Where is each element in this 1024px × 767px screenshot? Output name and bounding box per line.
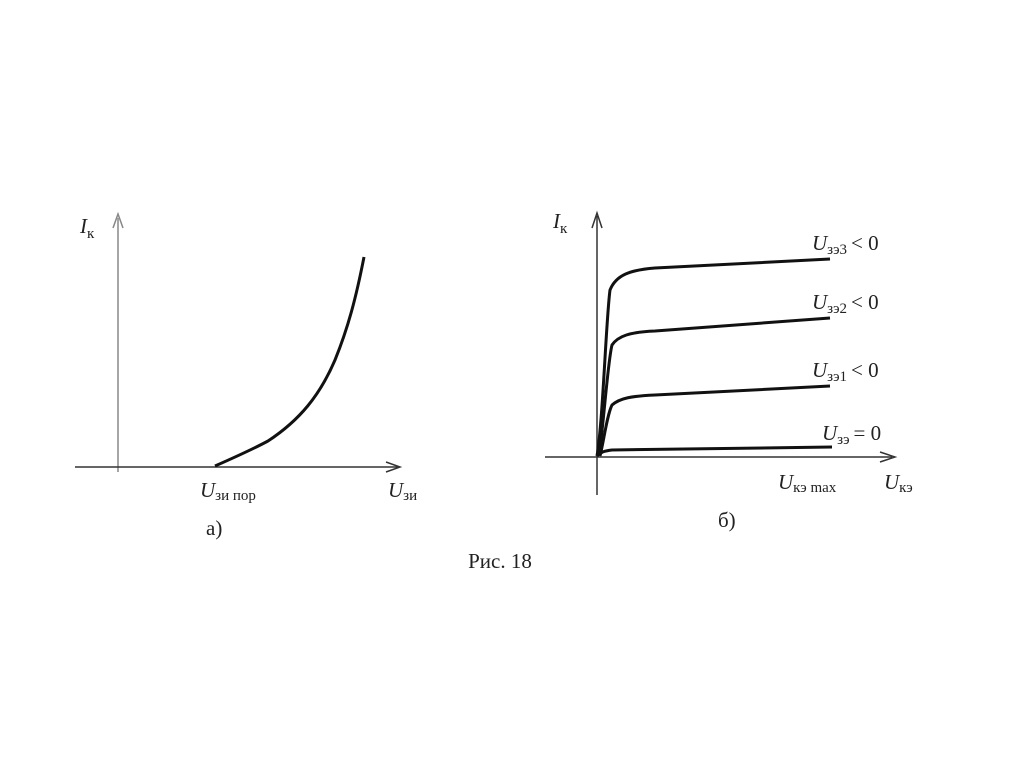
panel-a: Iк Uзи пор Uзи а): [75, 211, 417, 540]
curve-label: Uзэ = 0: [822, 421, 881, 448]
curve-0: [595, 445, 833, 458]
caption: а): [206, 516, 222, 540]
x-arrow: [879, 451, 898, 463]
relation: < 0: [851, 231, 879, 255]
panel-b: Iк Uзэ3 < 0 Uзэ2 < 0 Uзэ1 < 0 Uзэ = 0 Uкэ ma…: [545, 209, 913, 532]
subscript: зи: [403, 488, 417, 504]
caption: б): [718, 508, 736, 532]
y-axis-label: Iк: [79, 214, 95, 242]
symbol: U: [812, 231, 829, 255]
subscript: кэ max: [793, 480, 837, 496]
subscript: зэ3: [827, 242, 847, 258]
subscript: зэ: [837, 432, 849, 448]
curve-3: [595, 257, 831, 457]
relation: < 0: [851, 358, 879, 382]
symbol: U: [388, 478, 405, 502]
symbol: U: [200, 478, 217, 502]
x-max-label: Uкэ max: [778, 470, 837, 496]
threshold-label: Uзи пор: [200, 478, 256, 504]
subscript: к: [560, 221, 568, 237]
y-arrow: [112, 211, 124, 229]
y-arrow: [591, 210, 603, 229]
subscript: зи пор: [215, 488, 256, 504]
curve-label: Uзэ2 < 0: [812, 290, 879, 317]
transfer-curve: [214, 256, 366, 468]
x-axis-label: Uкэ: [884, 470, 913, 496]
subscript: кэ: [899, 480, 913, 496]
symbol: U: [822, 421, 839, 445]
subscript: зэ2: [827, 301, 847, 317]
symbol: U: [812, 358, 829, 382]
subscript: зэ1: [827, 369, 847, 385]
subscript: к: [87, 226, 95, 242]
curve-2: [597, 316, 831, 457]
curve-label: Uзэ1 < 0: [812, 358, 879, 385]
symbol: U: [884, 470, 901, 494]
symbol: I: [552, 209, 561, 233]
y-axis-label: Iк: [552, 209, 568, 237]
symbol: I: [79, 214, 88, 238]
x-arrow: [385, 461, 403, 473]
curve-label: Uзэ3 < 0: [812, 231, 879, 258]
symbol: U: [778, 470, 795, 494]
x-axis-label: Uзи: [388, 478, 417, 504]
curve-1: [598, 384, 831, 457]
relation: = 0: [854, 421, 882, 445]
figure-caption: Рис. 18: [468, 549, 532, 573]
symbol: U: [812, 290, 829, 314]
relation: < 0: [851, 290, 879, 314]
